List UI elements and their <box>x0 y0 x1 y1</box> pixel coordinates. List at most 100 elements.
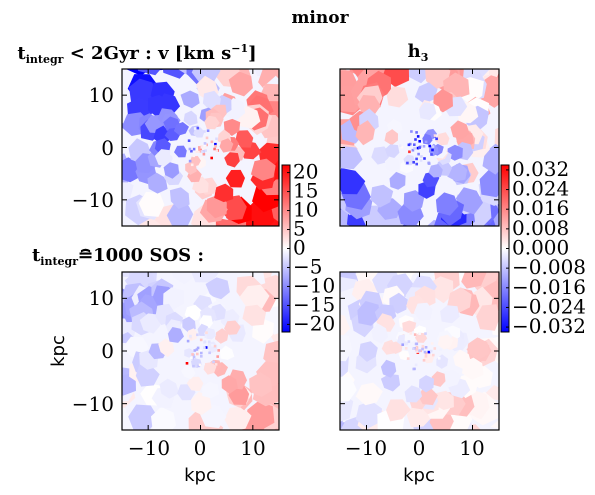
map-cell <box>206 228 242 261</box>
map-cell <box>409 332 413 335</box>
map-cell <box>217 349 220 352</box>
colorbar-tick-label: 5 <box>293 217 306 241</box>
map-cell <box>419 134 423 137</box>
map-cell <box>380 359 397 378</box>
map-cell <box>154 149 173 167</box>
colorbar-tick-label: −0.008 <box>512 255 586 279</box>
figure-suptitle: minor <box>291 8 349 28</box>
map-cell <box>414 154 418 158</box>
h3-map-cells <box>294 18 547 272</box>
map-cell <box>458 34 497 67</box>
map-cell <box>221 375 238 394</box>
colorbar-h3: 0.0320.0240.0160.0080.000−0.008−0.016−0.… <box>500 157 586 338</box>
map-cell <box>214 363 218 366</box>
map-cell <box>390 240 429 272</box>
map-cell <box>420 155 423 158</box>
map-cell <box>509 341 547 374</box>
map-cell <box>508 371 538 408</box>
map-cell <box>441 370 462 388</box>
map-cell <box>195 150 199 153</box>
map-cell <box>418 18 458 53</box>
map-cell <box>202 381 220 399</box>
map-cell <box>190 356 193 360</box>
map-cell <box>422 359 426 362</box>
map-cell <box>196 126 200 130</box>
map-cell <box>415 342 419 346</box>
map-cell <box>296 89 335 125</box>
colorbar-tick-label: 15 <box>293 179 318 203</box>
map-cell <box>166 202 194 226</box>
map-cell <box>501 128 535 159</box>
map-cell <box>139 313 161 334</box>
map-cell <box>414 363 418 367</box>
map-cell <box>188 159 192 163</box>
map-cell <box>215 149 219 152</box>
map-cell <box>404 332 416 343</box>
y-axis-label: kpc <box>48 335 69 367</box>
map-cell <box>398 144 402 147</box>
colorbar-tick-label: 0.000 <box>512 236 569 260</box>
map-cell <box>223 118 241 136</box>
colorbar-tick-label: 0.008 <box>512 216 569 240</box>
map-cell <box>192 355 196 359</box>
map-cell <box>193 127 197 130</box>
map-cell <box>419 102 437 121</box>
x-tick-labels-right: −10 0 10 <box>345 436 485 460</box>
x-tick-label: 10 <box>459 436 484 460</box>
map-cell <box>203 340 207 343</box>
map-cell <box>340 342 341 344</box>
map-cell <box>205 143 208 147</box>
map-cell <box>234 237 267 269</box>
colorbar-tick-label: 0 <box>293 236 306 260</box>
map-cell <box>418 332 421 335</box>
map-cell <box>423 157 426 160</box>
map-cell <box>431 151 435 155</box>
map-cell <box>294 101 325 136</box>
map-cell <box>220 195 247 221</box>
map-cell <box>453 349 472 369</box>
map-cell <box>370 184 394 208</box>
x-tick-label: −10 <box>128 436 170 460</box>
map-cell <box>416 146 420 150</box>
map-cell <box>203 147 206 150</box>
x-axis-label-right: kpc <box>403 465 435 486</box>
map-cell <box>428 223 465 258</box>
map-cell <box>228 71 253 97</box>
x-tick-label: 0 <box>194 436 207 460</box>
map-cell <box>206 129 210 132</box>
map-cell <box>187 139 191 142</box>
map-cell <box>163 162 180 179</box>
map-cell <box>224 406 252 430</box>
y-tick-label: 10 <box>89 286 114 310</box>
map-cell <box>355 382 383 406</box>
map-cell <box>184 348 194 358</box>
map-cell <box>416 135 420 138</box>
map-cell <box>371 323 389 344</box>
map-cell <box>340 168 366 195</box>
map-cell <box>207 340 211 344</box>
map-cell <box>173 122 189 136</box>
map-cell <box>429 349 433 353</box>
map-cell <box>186 376 204 392</box>
map-cell <box>403 190 425 212</box>
map-cell <box>204 115 220 130</box>
map-cell <box>192 364 195 368</box>
map-cell <box>427 162 431 165</box>
map-cell <box>214 144 217 148</box>
map-cell <box>509 335 542 369</box>
map-cell <box>242 304 266 326</box>
map-cell <box>422 145 426 148</box>
map-cell <box>180 90 200 109</box>
map-cell <box>355 120 375 146</box>
colorbar-tick-label: −10 <box>293 273 335 297</box>
y-tick-label: 10 <box>89 83 114 107</box>
map-cell <box>137 69 161 76</box>
y-tick-label: 0 <box>101 136 114 160</box>
map-cell <box>508 100 547 140</box>
map-cell <box>447 144 463 161</box>
map-cell <box>418 388 438 406</box>
map-cell <box>437 334 454 350</box>
map-cell <box>428 164 443 178</box>
map-cell <box>226 429 229 430</box>
